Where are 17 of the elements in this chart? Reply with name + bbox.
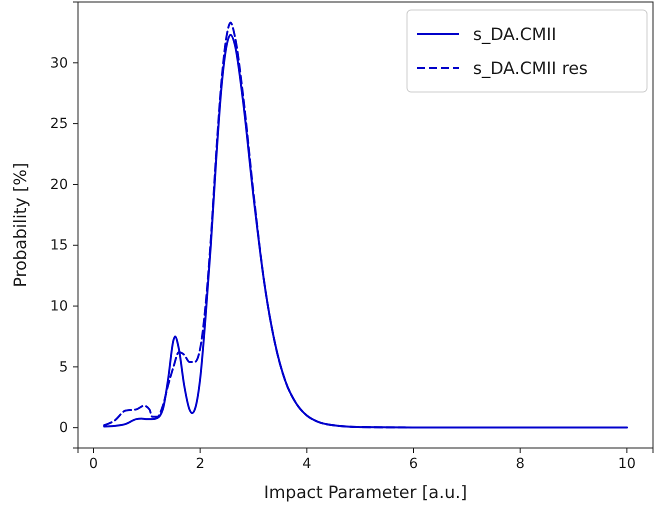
x-tick-label: 8 [516,456,525,472]
x-tick-label: 2 [196,456,205,472]
y-tick-label: 30 [50,55,68,72]
x-tick-label: 6 [409,456,418,472]
legend-label: s_DA.CMII res [473,59,588,79]
x-tick-label: 0 [89,456,98,472]
y-axis-title: Probability [%] [11,162,31,288]
y-tick-label: 20 [50,176,68,193]
y-tick-label: 0 [59,420,68,436]
legend-label: s_DA.CMII [473,25,556,45]
y-tick-label: 25 [50,116,68,132]
y-tick-label: 15 [50,238,68,254]
y-tick-label: 10 [50,298,68,315]
y-tick-label: 5 [59,359,68,376]
x-tick-label: 10 [618,456,636,472]
x-axis-title: Impact Parameter [a.u.] [264,483,468,503]
x-tick-label: 4 [302,456,312,472]
